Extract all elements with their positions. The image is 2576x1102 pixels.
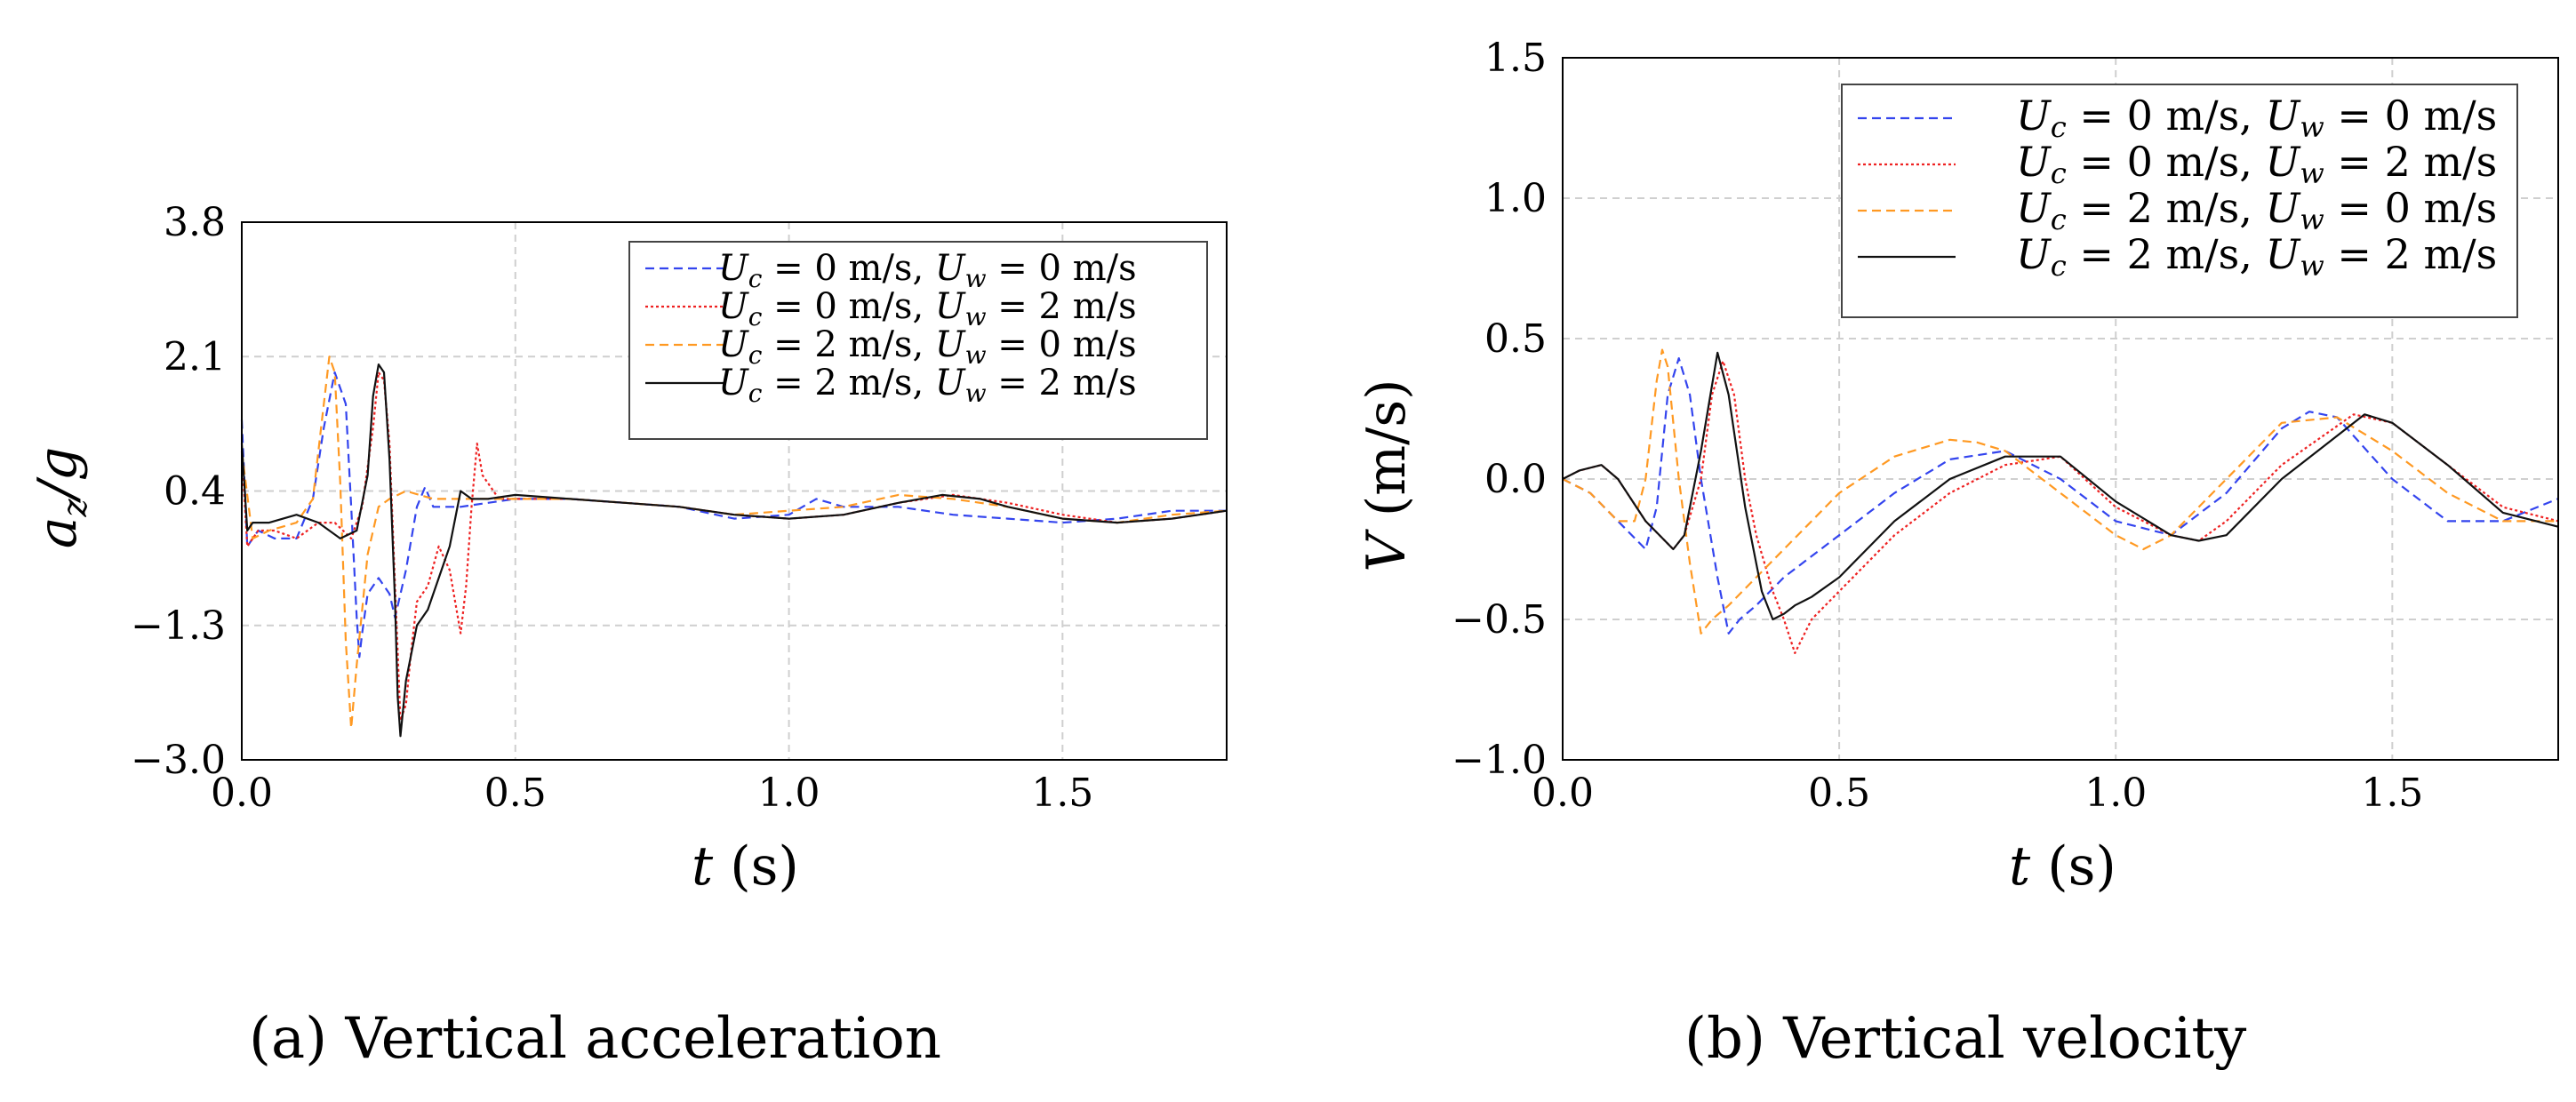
y-tick-label: −3.0	[131, 738, 226, 783]
x-axis-label: t (s)	[692, 835, 799, 898]
y-axis-label: V (m/s)	[1356, 379, 1418, 571]
series-line-2	[1562, 360, 2559, 655]
y-tick-label: 2.1	[164, 334, 226, 379]
x-tick-label: 0.5	[484, 771, 547, 816]
legend-entry-1: Uc = 0 m/s, Uw = 0 m/s	[2016, 92, 2497, 144]
x-tick-label: 0.5	[1808, 771, 1870, 816]
x-tick-label: 0.0	[211, 771, 273, 816]
y-tick-label: 0.0	[1484, 457, 1547, 502]
legend-entry-3: Uc = 2 m/s, Uw = 0 m/s	[2016, 184, 2497, 236]
series-line-4	[1562, 351, 2559, 621]
legend-entry-2: Uc = 0 m/s, Uw = 2 m/s	[718, 286, 1137, 331]
series-line-1	[1562, 357, 2559, 635]
legend-box	[1841, 84, 2518, 318]
series-line-3	[1562, 348, 2558, 635]
legend-entry-2: Uc = 0 m/s, Uw = 2 m/s	[2016, 138, 2497, 190]
series-line-4	[240, 363, 1228, 738]
y-tick-label: 3.8	[164, 200, 226, 245]
y-tick-label: −0.5	[1452, 597, 1547, 643]
legend-box	[628, 241, 1208, 440]
y-tick-label: 1.0	[1484, 176, 1547, 221]
x-tick-label: 1.0	[758, 771, 820, 816]
panel-vertical-acceleration: 0.0 0.5 1.0 1.5 −3.0 −1.3 0.4 2.1 3.8 Uc = 0 m/s…	[27, 200, 1228, 1072]
legend-entry-4: Uc = 2 m/s, Uw = 2 m/s	[718, 363, 1137, 408]
caption-a: (a) Vertical acceleration	[249, 1006, 941, 1072]
series-line-2	[240, 371, 1228, 722]
plot-frame	[1562, 57, 2559, 761]
x-tick-label: 1.5	[2361, 771, 2423, 816]
legend-entry-3: Uc = 2 m/s, Uw = 0 m/s	[718, 324, 1137, 370]
y-tick-label: 0.4	[164, 469, 226, 515]
x-axis-label: t (s)	[2009, 835, 2116, 898]
y-tick-label: −1.0	[1452, 738, 1547, 783]
caption-b: (b) Vertical velocity	[1684, 1006, 2246, 1072]
y-tick-label: 1.5	[1484, 36, 1547, 81]
legend-entry-4: Uc = 2 m/s, Uw = 2 m/s	[2016, 230, 2497, 283]
panel-vertical-velocity: 0.0 0.5 1.0 1.5 −1.0 −0.5 0.0 0.5 1.0 1.5 Uc = 0 …	[1356, 36, 2559, 1072]
y-tick-label: −1.3	[131, 603, 226, 649]
x-tick-label: 1.0	[2084, 771, 2147, 816]
x-tick-label: 1.5	[1031, 771, 1093, 816]
legend-entry-1: Uc = 0 m/s, Uw = 0 m/s	[718, 248, 1137, 293]
x-tick-label: 0.0	[1532, 771, 1594, 816]
y-tick-label: 0.5	[1484, 316, 1547, 362]
y-axis-label: az/g	[27, 447, 94, 548]
plot-frame	[241, 221, 1228, 761]
